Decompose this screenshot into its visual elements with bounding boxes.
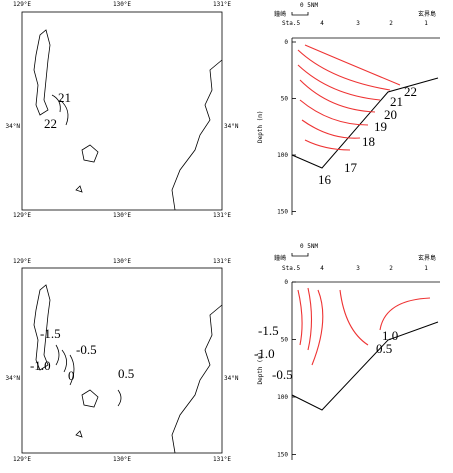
contour-label: 19 xyxy=(374,119,387,134)
lon-label: 131°E xyxy=(213,456,231,463)
station-label: 3 xyxy=(356,265,360,272)
contour-label: 18 xyxy=(362,134,375,149)
contour-label: -1.5 xyxy=(258,323,279,338)
station-label: Sta.5 xyxy=(282,20,300,27)
place-name: 玄界島 xyxy=(418,254,436,262)
coastline xyxy=(33,284,223,454)
station-label: 4 xyxy=(320,265,324,272)
lon-label: 131°E xyxy=(213,1,231,8)
contour-label: 22 xyxy=(44,116,57,131)
contour-label: -1.0 xyxy=(30,358,51,373)
depth-tick-label: 150 xyxy=(277,209,288,216)
contour-label: 22 xyxy=(404,84,417,99)
lon-label: 130°E xyxy=(113,258,131,265)
contour-label: 21 xyxy=(390,94,403,109)
contour-label: 16 xyxy=(318,172,332,187)
contour-label: -1.0 xyxy=(254,346,275,361)
contour-label: 1.0 xyxy=(382,328,398,343)
depth-tick-label: 50 xyxy=(281,96,289,103)
lat-label: 34°N xyxy=(6,123,21,130)
y-axis-label: Depth (m) xyxy=(257,352,264,385)
contour-label: 0.5 xyxy=(118,366,134,381)
place-name: 玄界島 xyxy=(418,10,436,18)
station-label: 3 xyxy=(356,20,360,27)
map-frame xyxy=(21,11,223,211)
lon-label: 129°E xyxy=(13,258,31,265)
coastline xyxy=(33,29,223,211)
lon-label: 130°E xyxy=(113,212,131,219)
lat-label: 34°N xyxy=(6,375,21,382)
contour xyxy=(297,44,401,151)
lon-label: 131°E xyxy=(213,258,231,265)
depth-tick-label: 100 xyxy=(277,394,288,401)
place-name: 鐘崎 xyxy=(274,254,286,262)
map-frame xyxy=(21,267,223,454)
contour-label: -0.5 xyxy=(76,342,97,357)
lon-label: 131°E xyxy=(213,212,231,219)
seabed xyxy=(291,77,439,169)
depth-tick-label: 50 xyxy=(281,337,289,344)
scale-bar xyxy=(291,253,309,257)
scale-bar xyxy=(291,12,309,16)
lon-label: 129°E xyxy=(13,456,31,463)
station-label: 2 xyxy=(389,20,393,27)
lon-label: 130°E xyxy=(113,1,131,8)
depth-tick-label: 150 xyxy=(277,452,288,459)
scale-label: 0 5NM xyxy=(300,2,318,9)
depth-tick-label: 0 xyxy=(284,39,288,46)
scale-label: 0 5NM xyxy=(300,243,318,250)
station-label: Sta.5 xyxy=(282,265,300,272)
lon-label: 129°E xyxy=(13,212,31,219)
contour xyxy=(297,287,431,366)
contour-label: 0 xyxy=(68,368,75,383)
lat-label: 34°N xyxy=(224,375,239,382)
lon-label: 130°E xyxy=(113,456,131,463)
station-label: 1 xyxy=(424,20,428,27)
y-axis-label: Depth (m) xyxy=(257,110,264,143)
seabed xyxy=(291,321,439,411)
contour-label: 21 xyxy=(58,90,71,105)
place-name: 鐘崎 xyxy=(274,10,286,18)
contour-label: 20 xyxy=(384,107,397,122)
lon-label: 129°E xyxy=(13,1,31,8)
contour-label: -1.5 xyxy=(40,326,61,341)
station-label: 2 xyxy=(389,265,393,272)
station-label: 1 xyxy=(424,265,428,272)
contour xyxy=(51,94,69,126)
contour-label: 17 xyxy=(344,160,358,175)
contour xyxy=(55,344,122,407)
depth-tick-label: 0 xyxy=(284,279,288,286)
depth-tick-label: 100 xyxy=(277,152,288,159)
contour-label: 0.5 xyxy=(376,341,392,356)
station-label: 4 xyxy=(320,20,324,27)
contour-label: -0.5 xyxy=(272,367,293,382)
lat-label: 34°N xyxy=(224,123,239,130)
